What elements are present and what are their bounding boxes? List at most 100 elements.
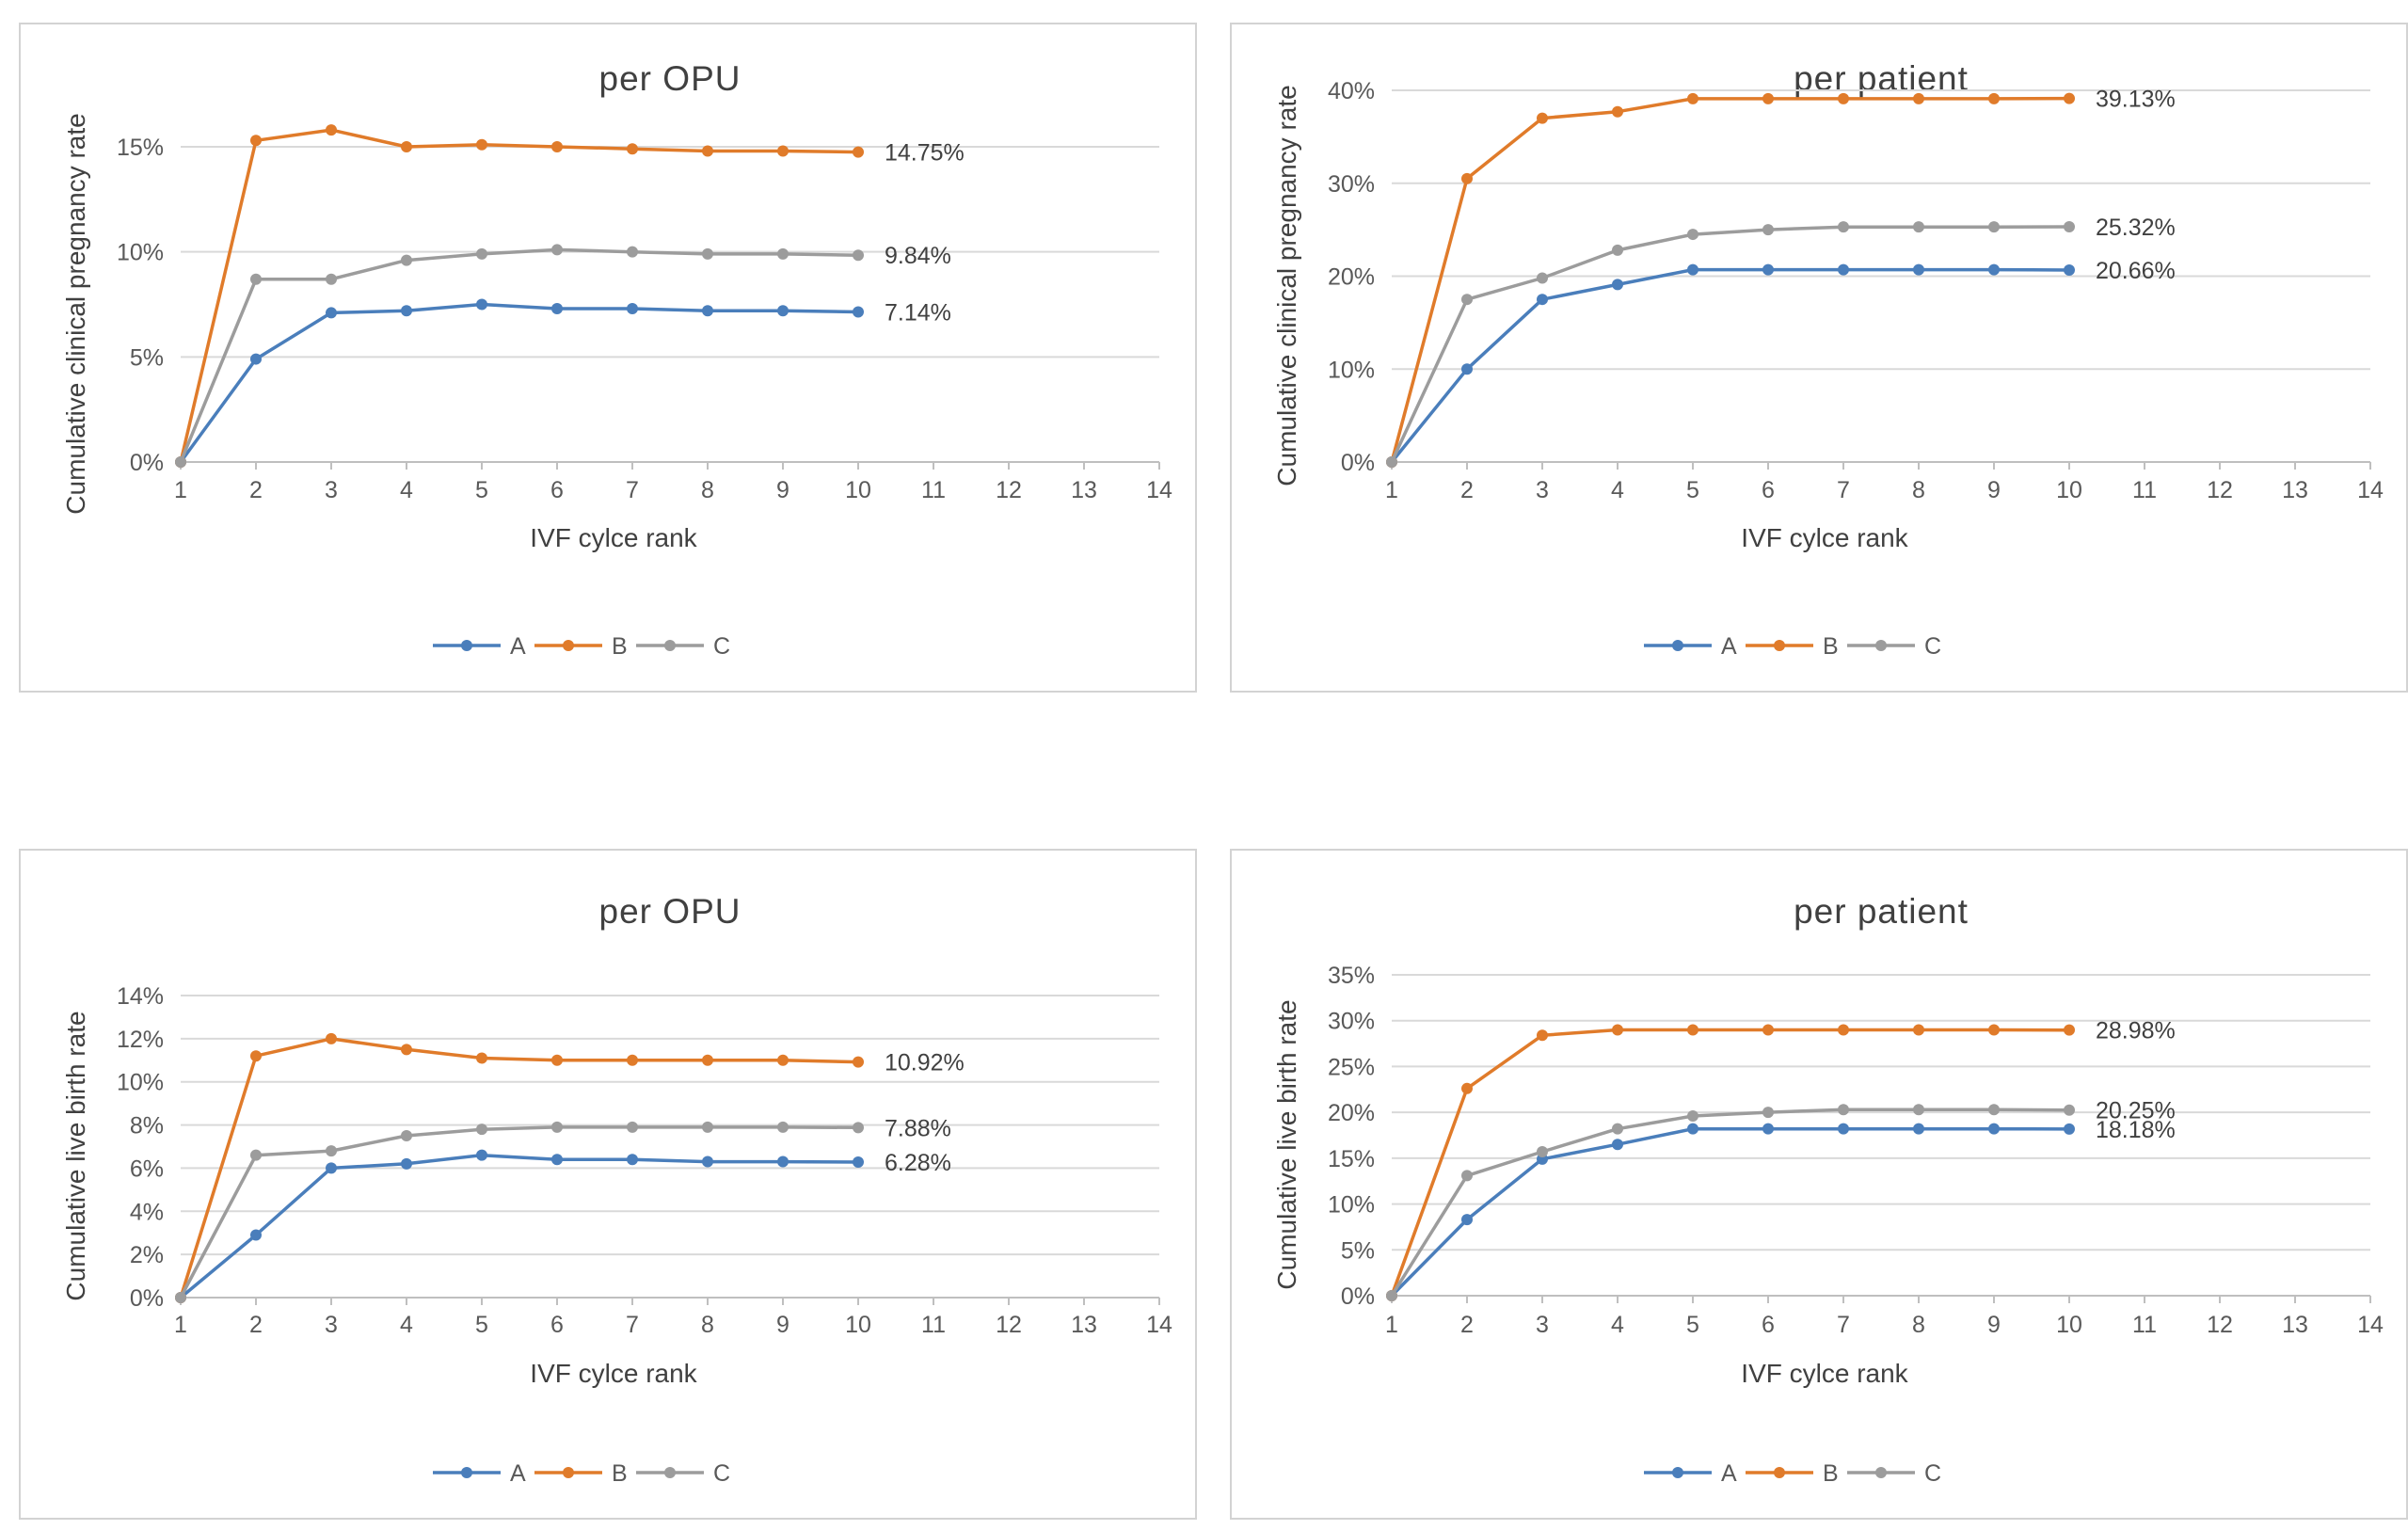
data-point-b: [551, 141, 563, 152]
legend-label-b: B: [1823, 1460, 1839, 1487]
x-tick-label: 8: [701, 477, 714, 503]
data-point-b: [1537, 1029, 1548, 1042]
data-point-a: [1687, 263, 1698, 276]
data-point-b: [1913, 92, 1924, 104]
x-tick-label: 13: [1071, 477, 1097, 503]
legend-label-b: B: [1823, 633, 1839, 660]
x-tick-label: 4: [1611, 477, 1624, 503]
end-value-label-b: 39.13%: [2096, 87, 2176, 113]
data-point-a: [1913, 263, 1924, 276]
data-point-a: [627, 302, 638, 314]
data-point-a: [551, 302, 563, 314]
series-line-a: [179, 1153, 859, 1299]
x-tick-label: 5: [475, 477, 488, 503]
legend-marker-b: [1774, 640, 1785, 651]
end-value-label-b: 10.92%: [885, 1050, 965, 1076]
data-point-b: [777, 1054, 789, 1066]
legend-label-c: C: [713, 1460, 730, 1487]
x-tick-label: 6: [1762, 477, 1775, 503]
data-point-c: [175, 1292, 186, 1303]
legend-label-a: A: [1721, 1460, 1737, 1487]
data-point-b: [1612, 1024, 1623, 1036]
data-point-b: [1687, 1024, 1698, 1036]
x-tick-label: 6: [1762, 1312, 1775, 1338]
x-tick-label: 12: [2207, 477, 2233, 503]
x-tick-label: 3: [325, 1312, 338, 1338]
data-point-a: [853, 1156, 864, 1169]
legend-label-a: A: [510, 1460, 526, 1487]
data-point-a: [551, 1154, 563, 1166]
data-point-c: [1461, 1170, 1473, 1182]
legend-label-c: C: [713, 633, 730, 660]
series-line-b: [1390, 96, 2070, 463]
data-point-c: [476, 1124, 487, 1136]
data-point-a: [1762, 1123, 1774, 1135]
x-tick-label: 1: [174, 1312, 187, 1338]
x-tick-label: 9: [776, 477, 789, 503]
x-tick-label: 2: [249, 477, 263, 503]
y-tick-label: 30%: [1328, 171, 1375, 198]
data-point-a: [2064, 263, 2075, 276]
chart-title: per patient: [1794, 59, 1969, 98]
data-point-a: [1988, 263, 2000, 276]
data-point-c: [702, 247, 713, 260]
chart-panel-patient-livebirth: per patient 0% 5% 10% 15% 20% 25% 30% 35% 1 2 3 4 5 6 7…: [1230, 849, 2408, 1520]
data-point-c: [1838, 221, 1849, 233]
end-value-label-a: 20.66%: [2096, 258, 2176, 284]
chart-legend: A B C: [1644, 1460, 1941, 1487]
chart-panel-opu-livebirth: per OPU 0% 2% 4% 6% 8% 10% 12% 14% 1 2 3 4 5 6 7 8 9 10 11 1…: [19, 849, 1197, 1520]
data-point-b: [326, 1032, 337, 1044]
data-point-a: [1537, 294, 1548, 306]
data-point-b: [401, 1044, 412, 1056]
data-point-c: [401, 254, 412, 266]
x-tick-label: 5: [1686, 477, 1699, 503]
x-tick-label: 11: [921, 1312, 946, 1338]
x-axis-title: IVF cylce rank: [1741, 1359, 1908, 1388]
data-point-c: [1386, 456, 1397, 468]
y-axis-title: Cumulative live birth rate: [1272, 999, 1301, 1289]
x-tick-label: 10: [2056, 1312, 2082, 1338]
data-point-b: [1988, 92, 2000, 104]
data-point-c: [702, 1121, 713, 1133]
data-point-c: [1612, 1123, 1623, 1135]
y-tick-label: 35%: [1328, 963, 1375, 989]
series-line-c: [1390, 1108, 2070, 1297]
legend-marker-c: [664, 1467, 676, 1478]
x-tick-label: 14: [2357, 1312, 2384, 1338]
chart-title: per patient: [1794, 892, 1969, 931]
data-point-c: [777, 247, 789, 260]
x-tick-label: 10: [2056, 477, 2082, 503]
chart-panel-patient-pregnancy: per patient 0% 10% 20% 30% 40% 1 2 3 4 5 6 7 8 9 10 11 12…: [1230, 23, 2408, 693]
legend-marker-c: [1875, 1467, 1887, 1478]
y-tick-label: 0%: [130, 1285, 164, 1312]
data-point-c: [1988, 221, 2000, 233]
series-line-c: [179, 247, 859, 463]
data-point-b: [627, 1054, 638, 1066]
data-point-b: [627, 143, 638, 155]
data-point-c: [627, 1121, 638, 1133]
data-point-a: [401, 1157, 412, 1170]
data-point-c: [1913, 221, 1924, 233]
data-point-c: [1687, 229, 1698, 241]
data-point-c: [551, 244, 563, 256]
data-point-a: [476, 298, 487, 311]
data-point-b: [1612, 105, 1623, 118]
y-tick-label: 30%: [1328, 1009, 1375, 1035]
x-tick-label: 6: [550, 1312, 564, 1338]
y-tick-label: 10%: [117, 240, 164, 266]
data-point-b: [1762, 1024, 1774, 1036]
data-point-b: [1687, 92, 1698, 104]
end-value-label-c: 9.84%: [885, 243, 951, 269]
y-tick-label: 0%: [130, 450, 164, 476]
legend-marker-a: [461, 1467, 472, 1478]
x-tick-label: 11: [2132, 477, 2157, 503]
y-tick-label: 20%: [1328, 1100, 1375, 1126]
legend-label-c: C: [1924, 1460, 1941, 1487]
data-point-c: [1838, 1104, 1849, 1116]
data-point-a: [1461, 363, 1473, 375]
legend-marker-c: [1875, 640, 1887, 651]
x-tick-label: 2: [249, 1312, 263, 1338]
legend-marker-b: [563, 640, 574, 651]
